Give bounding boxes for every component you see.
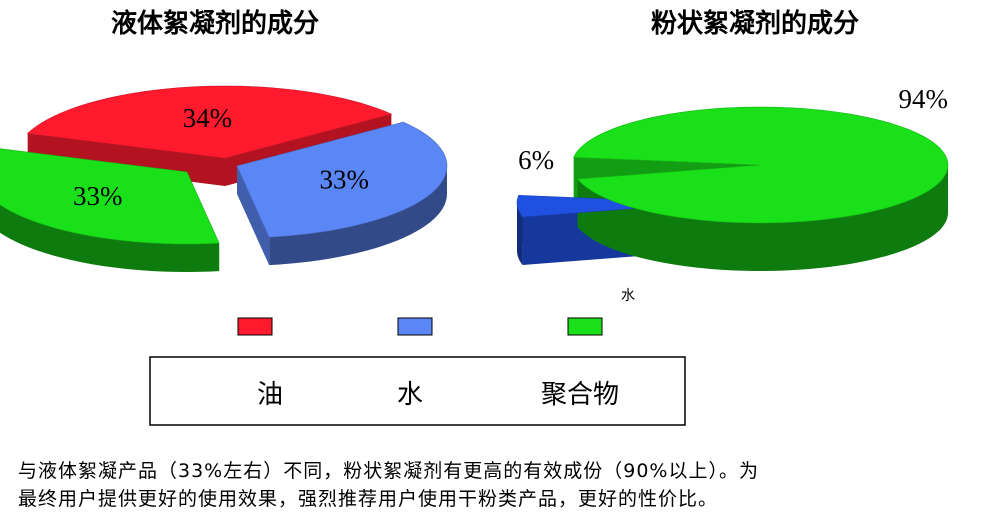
slice [573,106,949,224]
slice-side [517,203,523,266]
layer [0,165,948,272]
layer [0,85,949,245]
legend-label: 聚合物 [541,380,619,410]
slice-side [269,166,447,266]
caption: 与液体絮凝产品（33%左右）不同，粉状絮凝剂有更高的有效成份（90%以上）。为 [18,460,759,482]
legend-label: 水 [397,380,423,410]
layer: 34% 33% 33% 6% 94% [73,84,948,336]
caption: 最终用户提供更好的使用效果，强烈推荐用户使用干粉类产品，更好的性价比。 [18,488,718,510]
slice-name: 水 [621,288,635,304]
slice-side [0,204,220,272]
value-label: 94% [898,84,948,114]
value-label: 34% [183,103,233,133]
value-label: 33% [319,165,369,195]
slice [26,85,393,159]
slice-side [237,166,270,266]
slice [516,195,706,218]
legend-swatch [567,317,603,336]
value-label: 33% [73,181,123,211]
slice-side [577,165,948,271]
slice [236,121,448,238]
chart-title: 液体絮凝剂的成分 [111,8,319,39]
chart-title: 粉状絮凝剂的成分 [651,8,859,39]
legend-swatch [237,317,273,336]
slice [0,148,220,245]
legend-frame [149,356,686,426]
legend-swatch [397,317,433,336]
legend-label: 油 [257,380,283,410]
value-label: 6% [518,145,554,175]
